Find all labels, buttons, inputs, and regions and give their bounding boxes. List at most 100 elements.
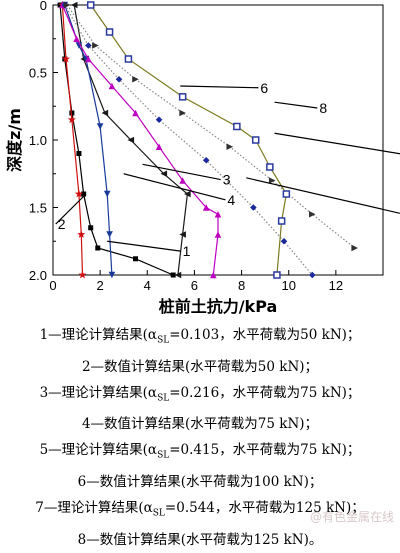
data-point: [76, 151, 82, 156]
annotation-leader: [246, 177, 400, 214]
y-tick-label: 1.5: [29, 201, 47, 216]
y-tick-label: 2.0: [29, 268, 47, 283]
annotation-leader: [107, 240, 181, 252]
data-point: [133, 256, 138, 262]
annotation-leader: [274, 132, 400, 155]
legend-text: 7—理论计算结果(α: [35, 500, 153, 517]
data-point: [81, 191, 87, 197]
x-axis-label: 桩前土抗力/kPa: [159, 297, 278, 316]
y-axis: 0 0.5 1.0 1.5 2.0: [29, 0, 58, 283]
series-7: [63, 1, 359, 252]
y-tick-label: 0.5: [29, 66, 47, 81]
annotation-leader: [274, 101, 318, 109]
data-point: [78, 270, 87, 279]
data-point: [179, 109, 186, 117]
legend-item-8: 8—数值计算结果(水平荷载为125 kN)。: [77, 531, 323, 548]
annotation-label: 2: [58, 216, 66, 232]
data-point: [170, 272, 176, 278]
annotation-label: 4: [227, 192, 235, 208]
data-point: [179, 231, 186, 238]
legend-text: 3—理论计算结果(α: [39, 384, 158, 401]
series-6: [61, 1, 316, 279]
legend-text: ，水平荷载为75 kN)；: [219, 384, 361, 401]
data-point: [106, 231, 113, 238]
data-point: [108, 82, 116, 90]
data-point: [308, 271, 316, 279]
data-point: [160, 170, 168, 178]
annotation-leader: [142, 163, 221, 181]
annotation-leader: [180, 85, 259, 89]
legend-text: ，水平荷载为50 kN)；: [219, 327, 361, 343]
annotation-label: 1: [183, 243, 191, 259]
data-point: [70, 1, 78, 9]
alpha-value: =0.415: [169, 442, 220, 459]
legend-item-6: 6—数值计算结果(水平荷载为100 kN)；: [77, 474, 323, 491]
annotation-layer: 12345678: [55, 80, 400, 259]
data-point: [202, 156, 210, 164]
data-point: [209, 271, 217, 279]
data-point: [268, 177, 276, 184]
data-point: [73, 35, 80, 43]
x-tick-label: 6: [191, 278, 198, 293]
series-line-8: [90, 4, 288, 276]
alpha-value: =0.103: [169, 327, 220, 343]
data-point: [155, 116, 163, 124]
data-point: [61, 54, 70, 63]
annotation-leader: [123, 173, 226, 201]
legend-item-3: 3—理论计算结果(αSL=0.216，水平荷载为75 kN)；: [0, 380, 400, 412]
data-point: [214, 231, 222, 238]
data-point: [86, 1, 95, 9]
alpha-subscript: SL: [152, 508, 165, 519]
legend-text: ，水平荷载为125 kN)；: [214, 500, 365, 517]
data-point: [308, 210, 316, 218]
x-tick-label: 10: [281, 278, 295, 293]
x-tick-label: 0: [49, 278, 56, 293]
alpha-subscript: SL: [157, 393, 170, 404]
data-point: [184, 190, 191, 198]
x-tick-label: 12: [329, 278, 343, 293]
legend-item-7: 7—理论计算结果(αSL=0.544，水平荷载为125 kN)；: [0, 495, 400, 527]
data-point: [105, 28, 114, 36]
x-tick-label: 4: [144, 278, 151, 293]
series-line-1: [59, 4, 174, 276]
data-point: [174, 271, 182, 279]
series-8: [86, 1, 291, 279]
data-point: [69, 110, 75, 116]
annotation-label: 6: [260, 80, 268, 96]
y-tick-label: 0: [40, 0, 47, 13]
alpha-value: =0.544: [164, 500, 215, 517]
data-point: [132, 75, 139, 83]
annotation-label: 8: [319, 100, 327, 116]
data-point: [127, 136, 135, 144]
data-point: [95, 245, 101, 251]
legend-text: 1—理论计算结果(α: [39, 327, 158, 343]
data-point: [266, 163, 274, 171]
alpha-value: =0.216: [169, 384, 220, 401]
y-tick-label: 1.0: [29, 133, 47, 148]
x-tick-label: 2: [97, 278, 104, 293]
data-point: [85, 42, 92, 49]
y-axis-label: 深度z/m: [5, 108, 24, 172]
data-point: [214, 210, 222, 218]
data-point: [63, 1, 71, 9]
data-point: [108, 271, 116, 279]
data-point: [351, 244, 359, 252]
series-line-6: [64, 4, 313, 276]
data-point: [88, 225, 94, 231]
series-layer: [57, 0, 359, 279]
data-point: [96, 123, 104, 130]
legend-item-5: 5—理论计算结果(αSL=0.415，水平荷载为75 kN)；: [0, 437, 400, 469]
data-point: [179, 177, 186, 184]
series-line-2: [61, 4, 84, 276]
data-point: [277, 217, 286, 225]
alpha-subscript: SL: [157, 335, 170, 346]
data-point: [67, 115, 76, 124]
data-point: [103, 190, 111, 198]
series-2: [58, 0, 87, 279]
legend-item-4: 4—数值计算结果(水平荷载为75 kN)；: [81, 416, 319, 433]
legend-text: 5—理论计算结果(α: [39, 442, 158, 459]
data-point: [251, 136, 260, 144]
series-line-3: [73, 4, 189, 276]
data-point: [155, 143, 163, 151]
